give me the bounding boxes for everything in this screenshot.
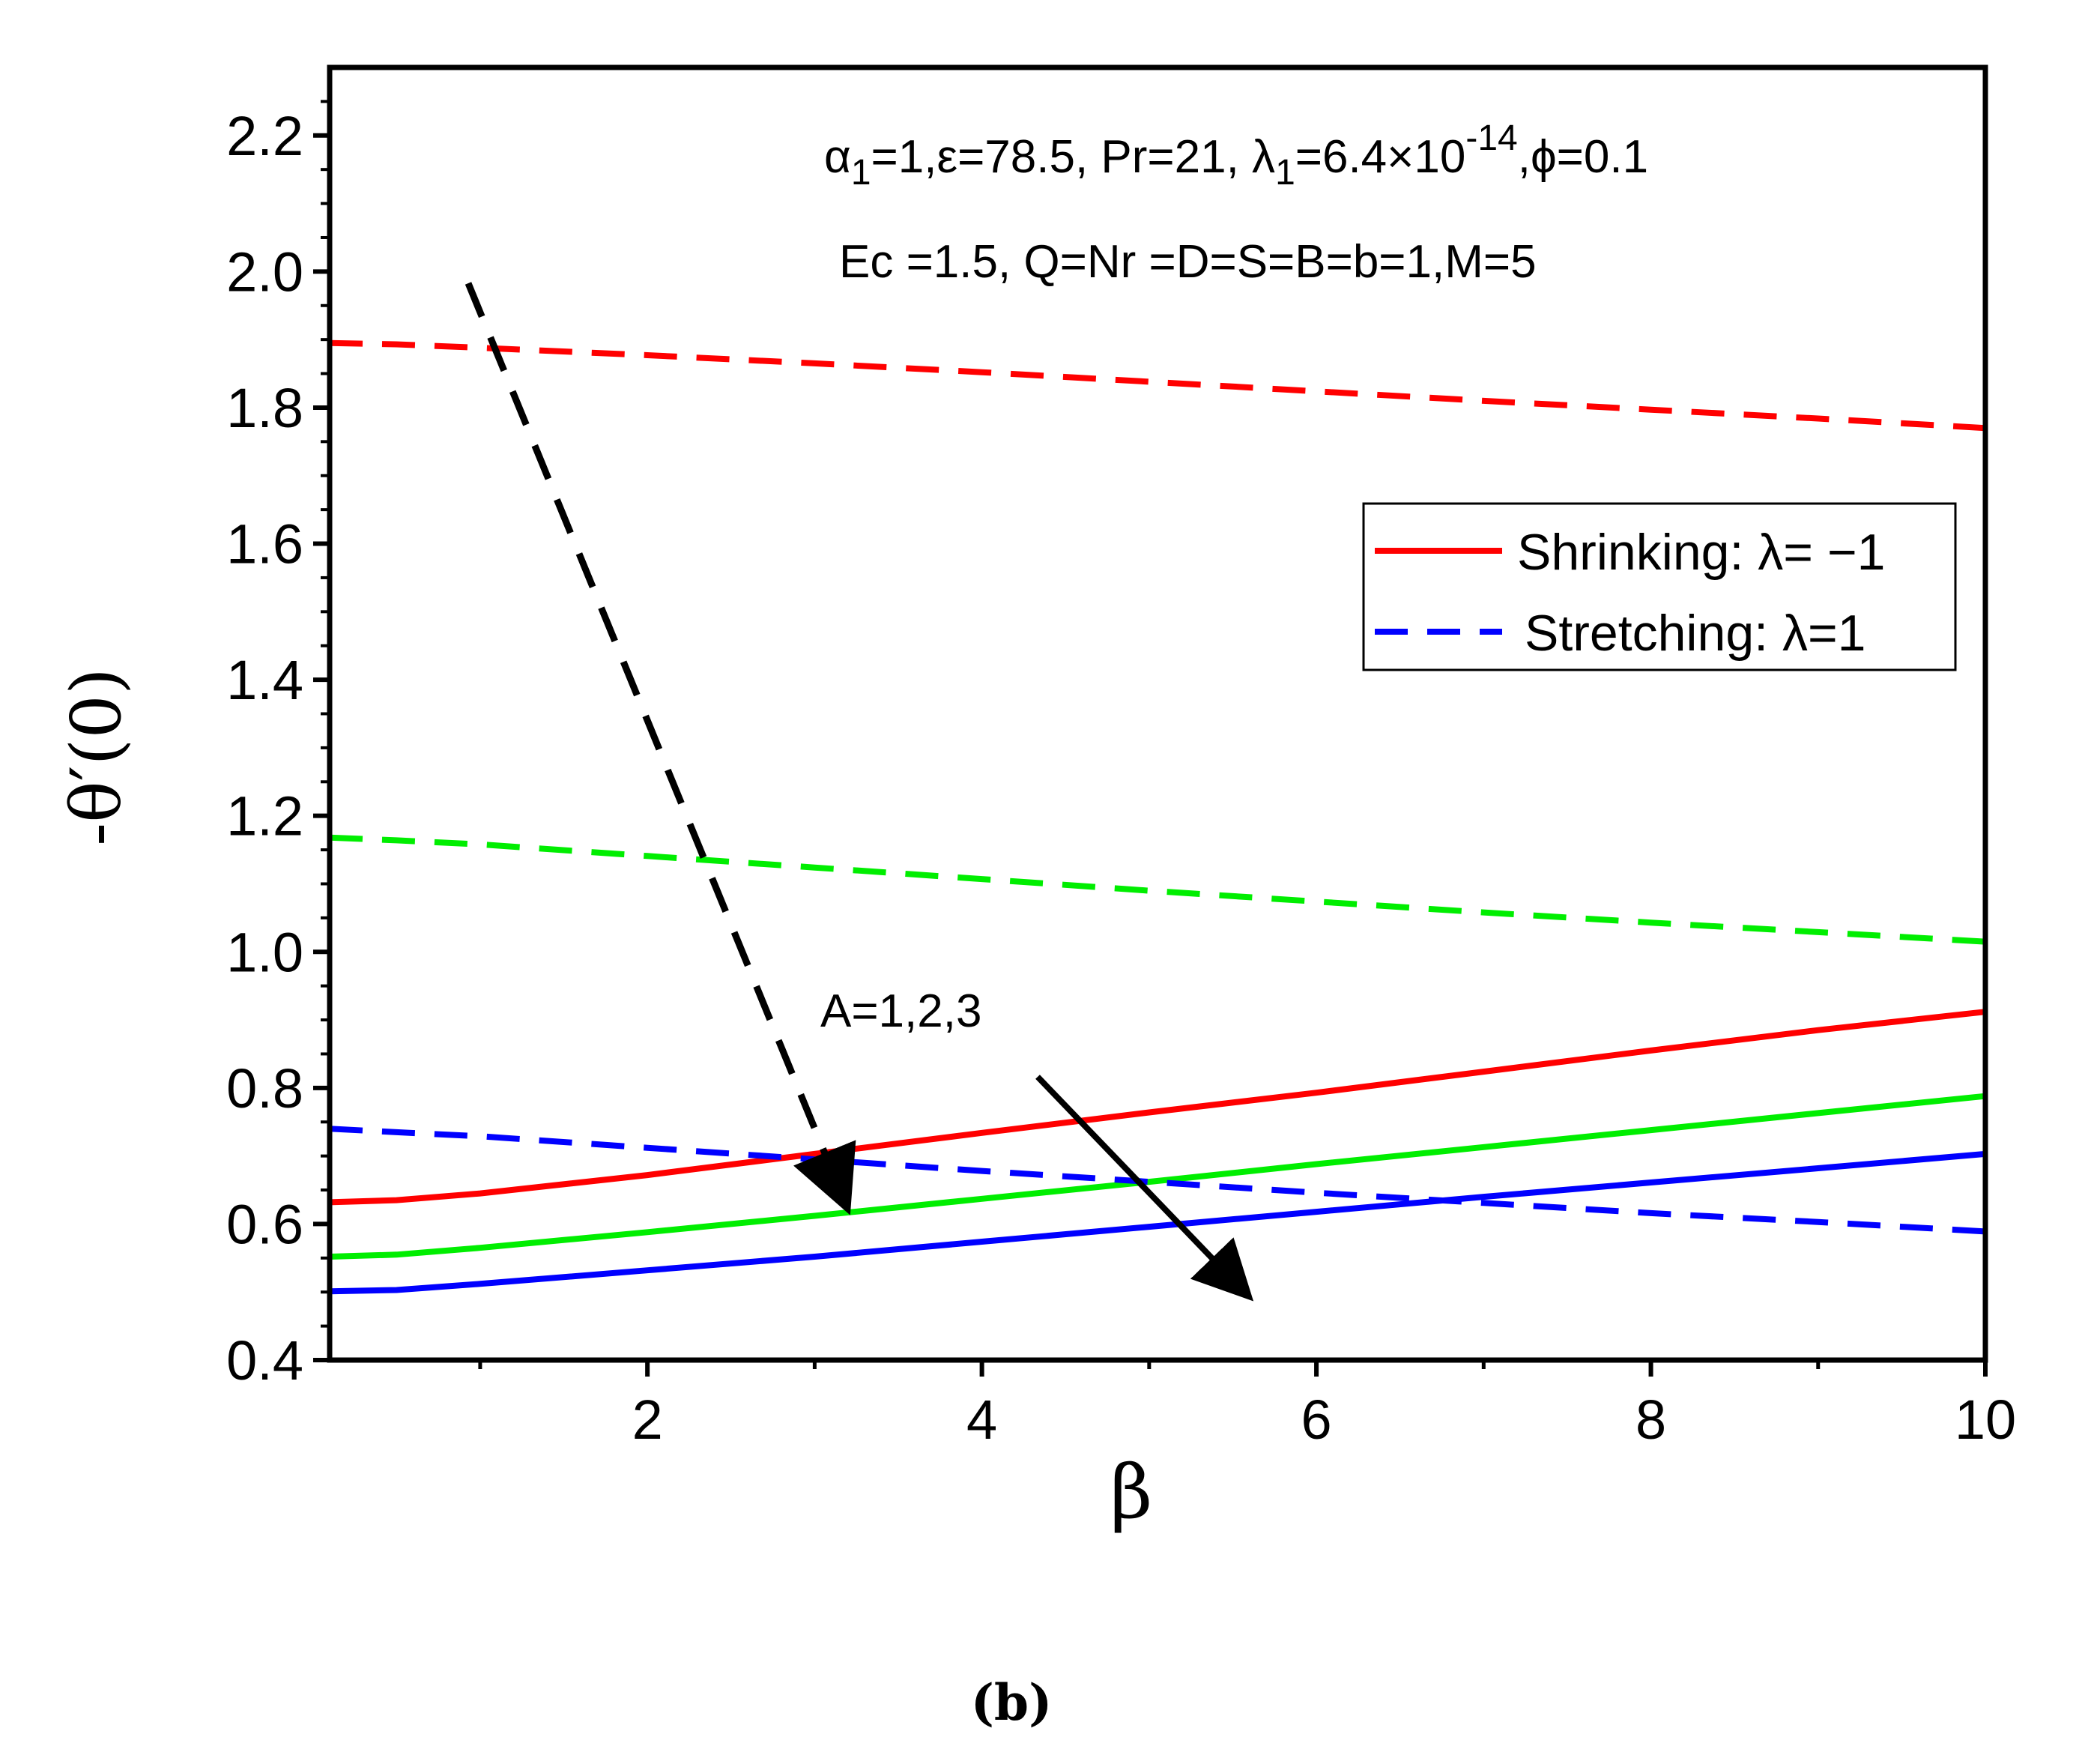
legend-label-stretching: Stretching: λ=1 [1525, 605, 1866, 662]
y-tick-label: 2.0 [226, 241, 303, 303]
x-tick-label: 10 [1955, 1389, 2016, 1451]
series-line-shrinking-a-2 [329, 1093, 1986, 1260]
y-axis-ticks: 0.4 0.6 0.8 1.0 1.2 1.4 1.6 1.8 2.0 2.2 [226, 100, 330, 1392]
param-alpha: α [824, 131, 851, 183]
y-tick-label: 1.4 [226, 649, 303, 711]
series-line-stretching-a-3 [329, 1126, 1986, 1235]
y-axis-title: -θ′(0) [56, 668, 136, 846]
params-annotation-line2: Ec =1.5, Q=Nr =D=S=B=b=1,M=5 [839, 236, 1537, 288]
param-exponent: -14 [1465, 118, 1517, 158]
param-text-1: =1,ε=78.5, Pr=21, λ [871, 131, 1276, 183]
plot-series [329, 339, 1986, 1295]
x-tick-label: 8 [1635, 1389, 1666, 1451]
trend-arrow-dashed [465, 282, 856, 1215]
x-tick-label: 4 [966, 1389, 997, 1451]
y-tick-label: 1.8 [226, 377, 303, 439]
y-tick-label: 1.6 [226, 513, 303, 576]
x-axis-title: β [1110, 1450, 1153, 1535]
param-text-3: ,ϕ=0.1 [1518, 131, 1648, 183]
legend-box [1362, 502, 1957, 671]
y-tick-label: 0.4 [226, 1329, 303, 1392]
params-annotation-line1: α1=1,ε=78.5, Pr=21, λ1=6.4×10-14,ϕ=0.1 [824, 118, 1648, 193]
y-tick-label: 0.6 [226, 1193, 303, 1255]
legend-label-shrinking: Shrinking: λ= −1 [1517, 524, 1885, 581]
x-tick-label: 6 [1301, 1389, 1331, 1451]
x-tick-label: 2 [632, 1389, 663, 1451]
y-tick-label: 1.2 [226, 785, 303, 848]
trend-arrow-solid [1035, 1075, 1254, 1302]
figure-caption: (b) [971, 1673, 1053, 1732]
series-line-stretching-a-2 [329, 834, 1986, 945]
x-axis-ticks: 2 4 6 8 10 [478, 1360, 2016, 1451]
y-tick-label: 2.2 [226, 105, 303, 167]
series-line-shrinking-a-1 [329, 1009, 1986, 1206]
param-alpha-sub: 1 [851, 153, 871, 193]
y-tick-label: 1.0 [226, 921, 303, 983]
param-text-2: =6.4×10 [1295, 131, 1466, 183]
arrow-label: A=1,2,3 [820, 985, 981, 1037]
y-tick-label: 0.8 [226, 1057, 303, 1120]
series-line-stretching-a-1 [329, 339, 1986, 432]
series-line-shrinking-a-3 [329, 1150, 1986, 1295]
legend: Shrinking: λ= −1 Stretching: λ=1 [1362, 502, 1957, 671]
param-lambda-sub: 1 [1275, 153, 1295, 193]
